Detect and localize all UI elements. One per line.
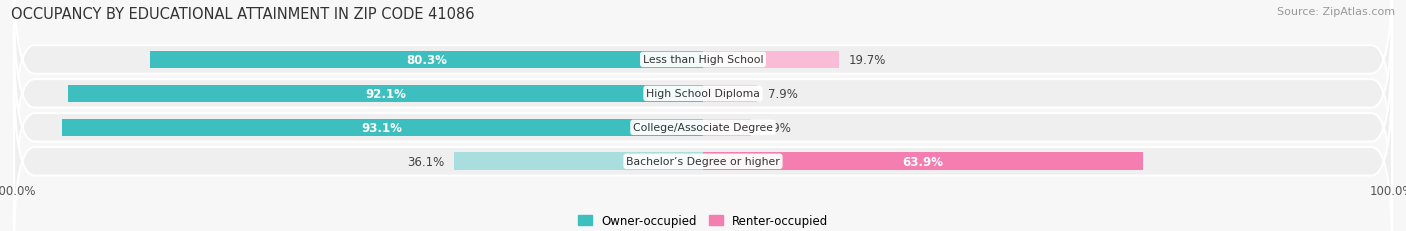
FancyBboxPatch shape bbox=[14, 7, 1392, 181]
Bar bbox=[703, 85, 758, 103]
Bar bbox=[703, 119, 751, 137]
Text: High School Diploma: High School Diploma bbox=[647, 89, 759, 99]
Bar bbox=[454, 153, 703, 170]
Text: OCCUPANCY BY EDUCATIONAL ATTAINMENT IN ZIP CODE 41086: OCCUPANCY BY EDUCATIONAL ATTAINMENT IN Z… bbox=[11, 7, 475, 22]
Text: 6.9%: 6.9% bbox=[761, 121, 790, 134]
Text: 80.3%: 80.3% bbox=[406, 54, 447, 67]
Text: Source: ZipAtlas.com: Source: ZipAtlas.com bbox=[1277, 7, 1395, 17]
Text: Less than High School: Less than High School bbox=[643, 55, 763, 65]
FancyBboxPatch shape bbox=[14, 41, 1392, 215]
Bar bbox=[69, 85, 703, 103]
Bar bbox=[703, 153, 1143, 170]
Bar bbox=[703, 51, 839, 69]
Text: 63.9%: 63.9% bbox=[903, 155, 943, 168]
Text: 36.1%: 36.1% bbox=[406, 155, 444, 168]
Bar bbox=[150, 51, 703, 69]
Text: 92.1%: 92.1% bbox=[366, 88, 406, 100]
Text: Bachelor’s Degree or higher: Bachelor’s Degree or higher bbox=[626, 157, 780, 167]
Text: 19.7%: 19.7% bbox=[849, 54, 886, 67]
Text: College/Associate Degree: College/Associate Degree bbox=[633, 123, 773, 133]
FancyBboxPatch shape bbox=[14, 74, 1392, 231]
FancyBboxPatch shape bbox=[14, 0, 1392, 147]
Text: 7.9%: 7.9% bbox=[768, 88, 797, 100]
Bar bbox=[62, 119, 703, 137]
Text: 93.1%: 93.1% bbox=[361, 121, 402, 134]
Legend: Owner-occupied, Renter-occupied: Owner-occupied, Renter-occupied bbox=[578, 214, 828, 227]
